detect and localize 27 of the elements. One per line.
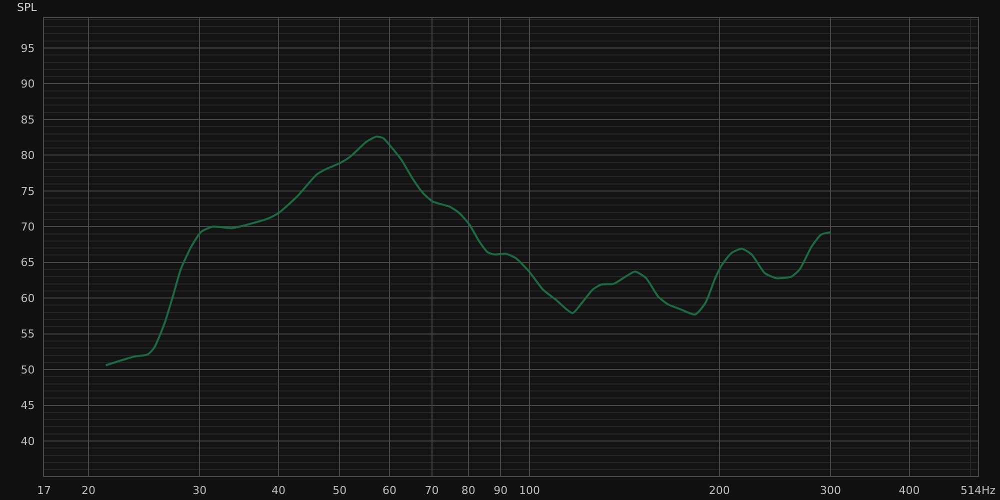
x-tick-label: 17 — [37, 484, 51, 498]
x-tick-label: 40 — [271, 484, 286, 498]
y-tick-label: 85 — [20, 113, 35, 126]
x-tick-label: 50 — [332, 484, 347, 498]
x-tick-label: 20 — [82, 484, 96, 498]
x-tick-label: 200 — [708, 484, 730, 498]
y-tick-label: 70 — [20, 220, 35, 234]
y-tick-label: 90 — [20, 78, 35, 91]
x-tick-label: 400 — [898, 484, 920, 498]
x-tick-label: 90 — [494, 484, 508, 498]
y-axis-title: SPL — [17, 1, 38, 14]
x-tick-label: 100 — [518, 484, 540, 498]
y-tick-label: 65 — [20, 256, 35, 270]
x-tick-label: 514Hz — [960, 484, 996, 498]
y-tick-label: 40 — [20, 434, 35, 448]
x-tick-label: 70 — [424, 484, 439, 498]
y-tick-label: 45 — [20, 399, 35, 412]
y-tick-label: 50 — [20, 363, 35, 376]
y-tick-label: 75 — [20, 184, 35, 198]
x-tick-label: 60 — [382, 484, 397, 498]
y-tick-label: 60 — [20, 292, 35, 305]
y-tick-label: 95 — [20, 42, 35, 55]
y-tick-label: 80 — [20, 149, 35, 162]
x-tick-label: 300 — [820, 484, 841, 498]
x-tick-label: 80 — [461, 484, 476, 498]
x-tick-label: 30 — [192, 484, 207, 498]
y-tick-label: 55 — [20, 328, 35, 341]
